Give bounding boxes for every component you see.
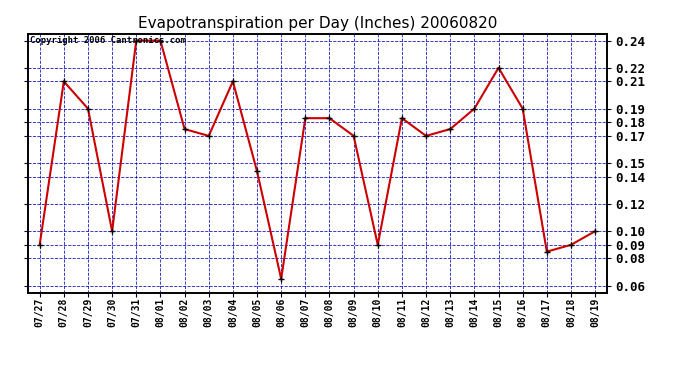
Text: Copyright 2006 Cantronics.com: Copyright 2006 Cantronics.com bbox=[30, 36, 186, 45]
Title: Evapotranspiration per Day (Inches) 20060820: Evapotranspiration per Day (Inches) 2006… bbox=[138, 16, 497, 31]
